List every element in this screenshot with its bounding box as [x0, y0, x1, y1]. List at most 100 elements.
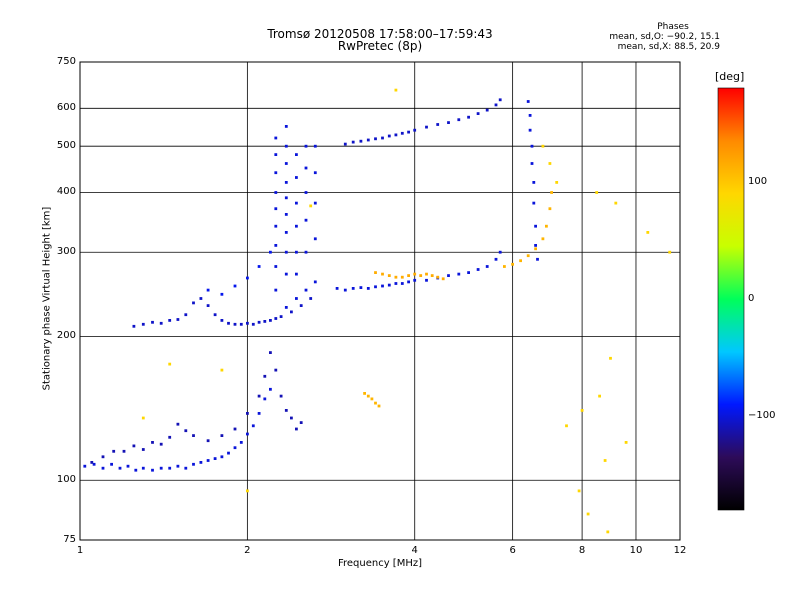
data-point — [534, 244, 537, 247]
data-point — [374, 285, 377, 289]
data-point — [290, 310, 293, 314]
data-point — [192, 434, 195, 437]
data-point — [309, 204, 313, 208]
data-point — [159, 321, 163, 325]
data-point — [274, 265, 278, 268]
data-point — [532, 201, 536, 205]
data-point — [498, 98, 502, 102]
data-point — [126, 464, 130, 468]
data-point — [335, 287, 339, 290]
data-point — [284, 231, 288, 234]
data-point — [176, 422, 180, 426]
data-point — [304, 288, 308, 292]
data-point — [90, 461, 94, 464]
data-point — [295, 272, 298, 276]
data-point — [151, 468, 154, 472]
data-point — [530, 162, 534, 165]
data-point — [263, 320, 267, 323]
data-point — [441, 277, 445, 281]
data-point — [279, 315, 283, 318]
data-point — [309, 297, 313, 300]
data-point — [394, 88, 398, 92]
data-point — [377, 404, 381, 408]
data-point — [274, 368, 278, 372]
data-point — [206, 288, 210, 292]
data-point — [284, 144, 288, 148]
data-point — [400, 282, 404, 285]
data-point — [519, 259, 522, 263]
data-point — [192, 301, 195, 305]
data-point — [274, 288, 278, 292]
data-point — [284, 125, 288, 128]
data-point — [206, 304, 210, 307]
data-point — [532, 181, 536, 184]
data-point — [192, 462, 195, 466]
data-point — [220, 434, 224, 437]
grid-lines — [80, 62, 680, 540]
data-point — [304, 250, 308, 254]
data-point — [511, 262, 514, 266]
data-point — [467, 115, 470, 119]
data-point — [614, 201, 618, 205]
x-tick-label: 4 — [411, 545, 418, 556]
data-point — [295, 250, 298, 254]
data-point — [295, 224, 298, 228]
data-point — [251, 322, 255, 326]
data-point — [274, 171, 278, 175]
data-point — [304, 166, 308, 170]
data-point — [168, 466, 172, 470]
data-point — [284, 181, 288, 184]
y-tick-label: 600 — [56, 102, 76, 114]
data-point — [213, 457, 217, 460]
data-point — [374, 271, 377, 274]
x-tick-label: 1 — [76, 545, 84, 556]
data-point — [526, 254, 530, 258]
x-tick-label: 12 — [673, 545, 687, 556]
data-point — [263, 374, 267, 378]
data-point — [304, 218, 308, 222]
data-point — [83, 464, 87, 468]
data-point — [374, 137, 377, 141]
data-point — [387, 283, 391, 287]
data-point — [239, 322, 243, 326]
y-tick-label: 400 — [56, 186, 76, 198]
data-point — [132, 324, 136, 328]
data-point — [624, 441, 628, 444]
data-point — [246, 489, 249, 493]
data-point — [457, 272, 461, 276]
data-point — [206, 439, 210, 443]
data-point — [274, 224, 278, 228]
data-point — [295, 201, 298, 205]
colorbar-unit: [deg] — [715, 70, 745, 83]
data-point — [494, 103, 498, 107]
x-tick-label: 6 — [509, 545, 516, 556]
data-point — [269, 319, 272, 322]
data-point — [425, 278, 428, 282]
data-point — [239, 441, 243, 444]
data-point — [400, 131, 404, 135]
data-point — [110, 462, 113, 466]
phases-x-line: mean, sd,X: 88.5, 20.9 — [617, 42, 720, 52]
data-point — [436, 275, 440, 279]
data-point — [295, 176, 298, 179]
data-point — [159, 442, 163, 446]
data-point — [366, 287, 370, 290]
data-point — [503, 265, 506, 268]
data-point — [101, 455, 105, 459]
x-tick-label: 10 — [629, 545, 643, 556]
data-point — [530, 144, 534, 148]
data-point — [359, 286, 363, 289]
data-point — [565, 424, 568, 428]
data-point — [528, 114, 532, 117]
data-point — [457, 118, 461, 122]
data-point — [394, 275, 398, 279]
data-point — [213, 313, 217, 317]
data-point — [548, 207, 552, 211]
y-tick-label: 500 — [56, 140, 76, 152]
data-point — [425, 272, 428, 276]
data-point — [274, 207, 278, 211]
x-axis-label: Frequency [MHz] — [337, 558, 423, 569]
colorbar — [717, 87, 745, 511]
y-tick-label: 75 — [63, 534, 76, 545]
data-point — [447, 121, 450, 124]
